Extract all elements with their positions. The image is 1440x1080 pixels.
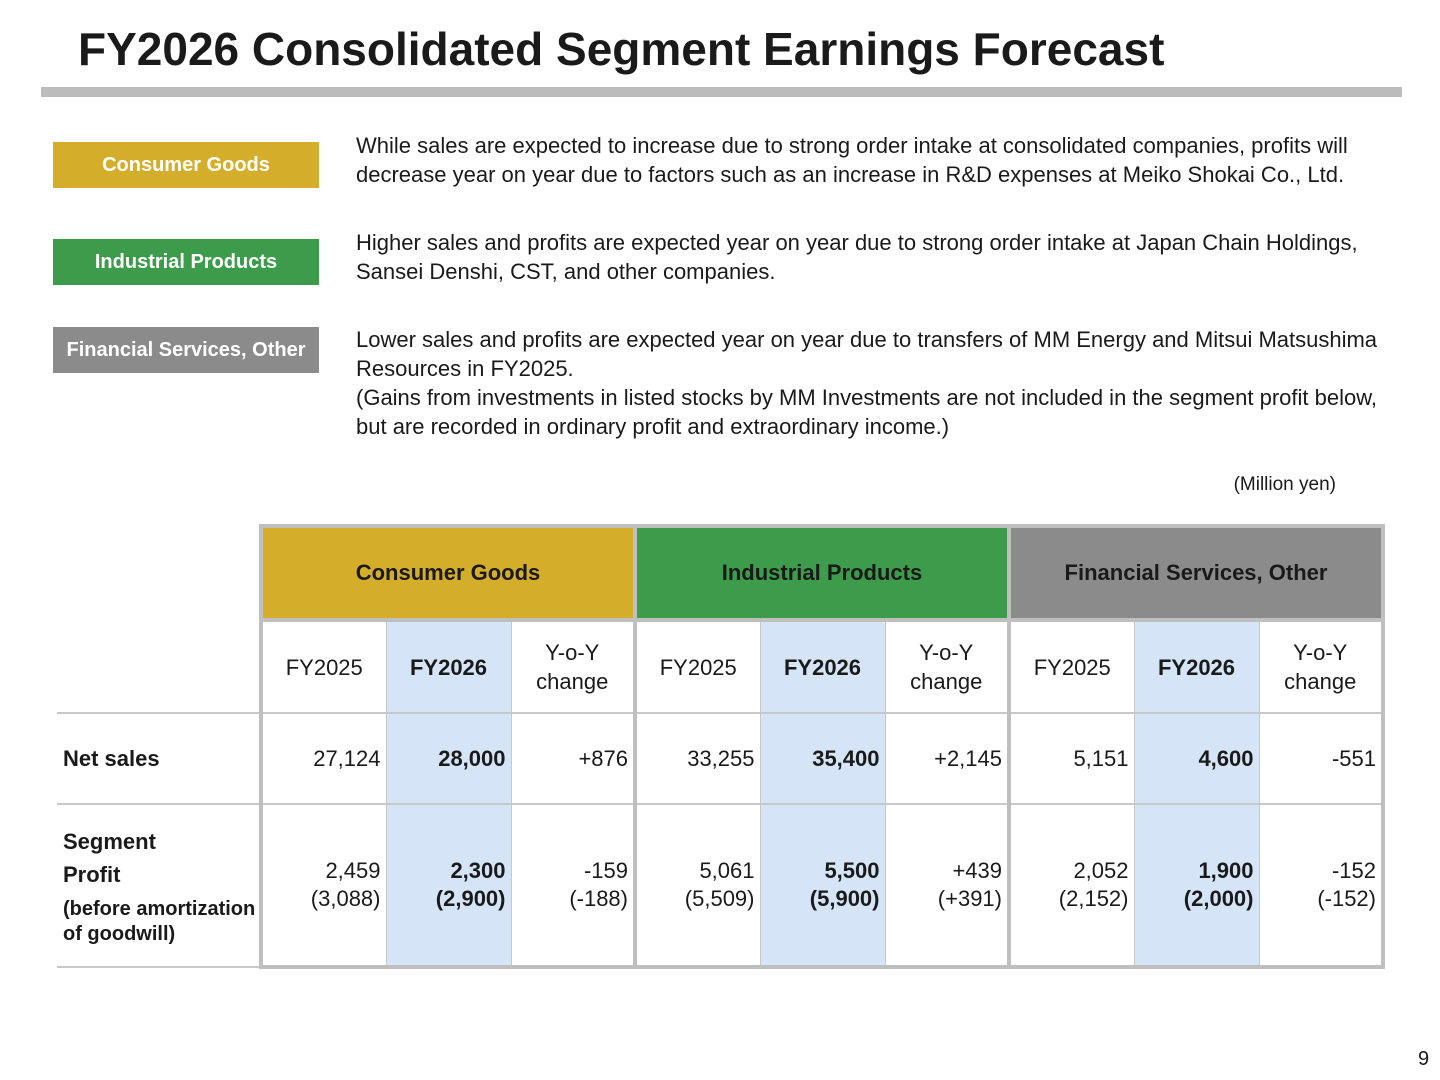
cell-value: 2,459 (3,088) (259, 803, 386, 969)
cell-value: 35,400 (759, 712, 885, 804)
title-divider (41, 87, 1402, 97)
cell-value: -551 (1258, 712, 1385, 804)
row-label-segment-profit-sublabel: (before amortization of goodwill) (63, 897, 256, 945)
cell-primary: 5,061 (699, 858, 755, 883)
cell-primary: 2,052 (1073, 858, 1129, 883)
cell-primary: 5,500 (824, 858, 880, 883)
cell-secondary: (2,000) (1183, 886, 1254, 911)
col-header-fy2025: FY2025 (633, 618, 760, 713)
cell-value: 2,300 (2,900) (385, 803, 511, 969)
segment-description-financial-services-note: (Gains from investments in listed stocks… (356, 385, 1378, 439)
cell-secondary: (2,152) (1058, 886, 1129, 911)
cell-primary: -159 (583, 858, 628, 883)
cell-value: -152 (-152) (1258, 803, 1385, 969)
cell-value: 2,052 (2,152) (1007, 803, 1134, 969)
cell-primary: 2,459 (325, 858, 381, 883)
cell-value: +439 (+391) (884, 803, 1009, 969)
cell-value: 5,151 (1007, 712, 1134, 804)
table-header-financial-services: Financial Services, Other (1007, 524, 1385, 620)
row-label-segment-profit-text: Segment Profit (63, 828, 156, 887)
segment-earnings-table: Consumer Goods Industrial Products Finan… (57, 524, 1385, 969)
col-header-fy2026: FY2026 (1133, 618, 1259, 713)
cell-value: 1,900 (2,000) (1133, 803, 1259, 969)
cell-secondary: (5,509) (684, 886, 755, 911)
cell-value: 28,000 (385, 712, 511, 804)
page-number: 9 (1418, 1048, 1430, 1070)
cell-value: +876 (510, 712, 635, 804)
cell-primary: 2,300 (450, 858, 506, 883)
cell-value: 4,600 (1133, 712, 1259, 804)
segment-description-industrial-products: Higher sales and profits are expected ye… (356, 230, 1358, 284)
segment-tag-financial-services: Financial Services, Other (53, 327, 319, 373)
row-label-net-sales: Net sales (57, 712, 261, 804)
table-corner (57, 526, 261, 620)
table-header-industrial-products: Industrial Products (633, 524, 1011, 620)
cell-value: 5,500 (5,900) (759, 803, 885, 969)
cell-value: 5,061 (5,509) (633, 803, 760, 969)
col-header-yoy: Y-o-Y change (510, 618, 635, 713)
cell-value: +2,145 (884, 712, 1009, 804)
cell-primary: +439 (952, 858, 1002, 883)
unit-label: (Million yen) (1233, 474, 1336, 495)
cell-primary: 1,900 (1198, 858, 1254, 883)
segment-tag-consumer-goods: Consumer Goods (53, 142, 319, 188)
segment-description-consumer-goods: While sales are expected to increase due… (356, 133, 1348, 187)
cell-value: -159 (-188) (510, 803, 635, 969)
cell-secondary: (2,900) (435, 886, 506, 911)
cell-secondary: (+391) (937, 886, 1002, 911)
col-header-fy2026: FY2026 (385, 618, 511, 713)
col-header-yoy: Y-o-Y change (884, 618, 1009, 713)
cell-secondary: (5,900) (809, 886, 880, 911)
segment-description-financial-services: Lower sales and profits are expected yea… (356, 325, 1396, 441)
segment-header-row: Consumer Goods Industrial Products Finan… (57, 524, 1385, 620)
row-label-net-sales-text: Net sales (63, 746, 160, 771)
segment-tag-industrial-products: Industrial Products (53, 239, 319, 285)
table-row-segment-profit: Segment Profit (before amortization of g… (57, 803, 1385, 969)
cell-value: 33,255 (633, 712, 760, 804)
col-header-fy2025: FY2025 (259, 618, 386, 713)
segment-description-financial-services-text: Lower sales and profits are expected yea… (356, 327, 1378, 381)
row-label-segment-profit: Segment Profit (before amortization of g… (57, 803, 261, 968)
col-header-fy2025: FY2025 (1007, 618, 1134, 713)
cell-value: 27,124 (259, 712, 386, 804)
column-header-corner (57, 620, 261, 713)
cell-primary: -152 (1331, 858, 1376, 883)
cell-secondary: (-188) (569, 886, 628, 911)
col-header-fy2026: FY2026 (759, 618, 885, 713)
page-title: FY2026 Consolidated Segment Earnings For… (78, 23, 1165, 75)
cell-secondary: (-152) (1317, 886, 1376, 911)
column-header-row: FY2025 FY2026 Y-o-Y change FY2025 FY2026… (57, 618, 1385, 713)
table-row-net-sales: Net sales 27,124 28,000 +876 33,255 35,4… (57, 712, 1385, 804)
table-header-consumer-goods: Consumer Goods (259, 524, 637, 620)
cell-secondary: (3,088) (310, 886, 381, 911)
col-header-yoy: Y-o-Y change (1258, 618, 1385, 713)
